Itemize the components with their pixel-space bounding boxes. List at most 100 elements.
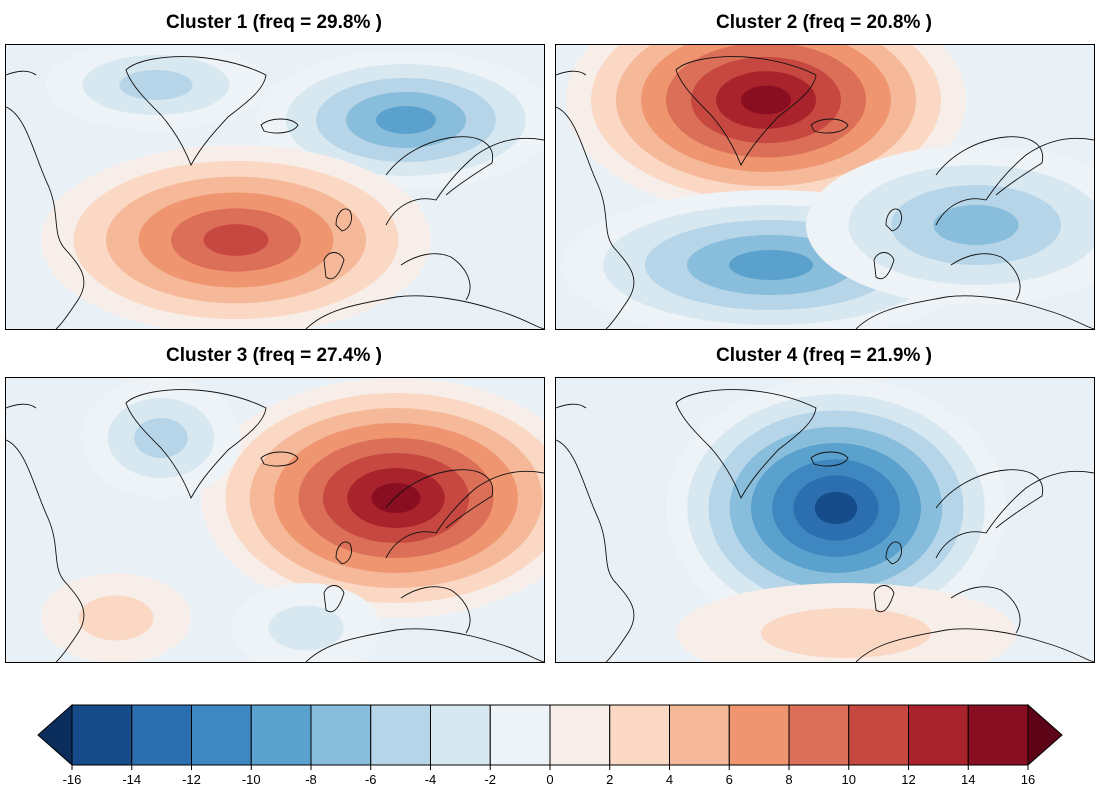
coastline-segment-6 (323, 252, 345, 280)
anomaly-iberia-west (231, 583, 381, 662)
anomaly-contour-west-of-greenland-3 (119, 70, 193, 100)
colorbar-bin-2 (131, 704, 192, 766)
coastline-segment-2 (556, 403, 587, 409)
coastline-segment-10 (950, 586, 1021, 634)
coastline-segment-8 (935, 470, 1094, 559)
coastline-segment-8 (385, 470, 544, 559)
anomaly-field (41, 378, 544, 662)
cluster-2-title: Cluster 2 (freq = 20.8% ) (716, 12, 932, 33)
anomaly-contour-subtropical-atlantic-west-2 (78, 595, 154, 641)
colorbar-bin-8 (489, 704, 551, 766)
coastline-segment-1 (556, 106, 635, 329)
colorbar-tick-label-6: -6 (365, 772, 377, 787)
coastline-segment-5 (335, 541, 353, 565)
coastline-segment-4 (810, 118, 849, 134)
coastline-segment-6 (873, 252, 895, 280)
coastline-segment-1 (6, 439, 85, 662)
coastlines (556, 389, 1094, 662)
anomaly-north-atlantic-scandinavia (256, 50, 544, 190)
cluster-3-map (5, 377, 545, 663)
anomaly-contour-east-atlantic-west-of-uk-8 (814, 491, 858, 525)
colorbar-bin-4 (250, 704, 312, 766)
colorbar-bin-6 (370, 704, 431, 766)
colorbar-bin-16 (967, 704, 1029, 766)
coastline-segment-1 (556, 439, 635, 662)
anomaly-field (561, 45, 1094, 329)
cluster-4-title: Cluster 4 (freq = 21.9% ) (716, 345, 932, 366)
colorbar-bin-10 (609, 704, 670, 766)
colorbar-tick-label-3: -12 (182, 772, 201, 787)
coastlines (6, 56, 544, 329)
coastline-segment-10 (950, 253, 1021, 301)
coastlines (556, 56, 1094, 329)
anomaly-contour-iberia-west-2 (268, 605, 344, 651)
coastline-segment-5 (885, 541, 903, 565)
colorbar-tick-label-10: 2 (606, 772, 613, 787)
coastline-segment-7 (855, 628, 1094, 662)
coastline-segment-10 (400, 586, 471, 634)
anomaly-subtropical-atlantic-azores (41, 145, 431, 329)
anomaly-europe (806, 145, 1094, 305)
coastline-segment-2 (6, 70, 37, 76)
coastline-segment-7 (305, 295, 544, 329)
anomaly-field (666, 378, 1016, 662)
colorbar-over-triangle (1027, 703, 1063, 767)
coastline-segment-5 (885, 208, 903, 232)
colorbar-bin-11 (669, 704, 730, 766)
anomaly-west-of-greenland (46, 45, 266, 130)
colorbar-tick-label-15: 12 (901, 772, 915, 787)
anomaly-contour-north-africa-2 (761, 608, 931, 658)
colorbar-tick-label-14: 10 (842, 772, 856, 787)
anomaly-subtropical-atlantic-west (41, 573, 191, 662)
cluster-2-map (555, 44, 1095, 330)
colorbar-tick-label-5: -8 (305, 772, 317, 787)
coastline-segment-8 (935, 137, 1094, 226)
coastline-segment-3 (675, 389, 817, 500)
coastline-segment-10 (400, 253, 471, 301)
colorbar-tick-label-17: 16 (1021, 772, 1035, 787)
cluster-4-map (555, 377, 1095, 663)
anomaly-contour-scandinavia-north-sea-8 (371, 483, 421, 513)
coastline-segment-2 (556, 70, 587, 76)
colorbar-bin-12 (728, 704, 790, 766)
coastline-segment-9 (385, 136, 494, 196)
coastline-segment-4 (260, 451, 299, 467)
colorbar-tick-label-13: 8 (785, 772, 792, 787)
anomaly-scandinavia-north-sea (201, 378, 544, 618)
coastline-segment-1 (6, 106, 85, 329)
coastline-segment-9 (935, 136, 1044, 196)
coastline-segment-9 (385, 469, 494, 529)
colorbar-tick-label-7: -4 (425, 772, 437, 787)
cluster-1-title: Cluster 1 (freq = 29.8% ) (166, 12, 382, 33)
colorbar-tick-label-9: 0 (546, 772, 553, 787)
anomaly-field (41, 45, 544, 329)
coastline-segment-9 (935, 469, 1044, 529)
coastline-segment-3 (125, 56, 267, 167)
anomaly-north-africa (676, 583, 1016, 662)
anomaly-labrador-sea (81, 378, 241, 498)
anomaly-contour-greenland-8 (741, 85, 791, 115)
anomaly-east-atlantic-west-of-uk (666, 378, 1006, 638)
coastline-segment-2 (6, 403, 37, 409)
colorbar-under-triangle (37, 703, 73, 767)
colorbar: -16 -14 -12 -10 -8 -6 -4 -2 0 2 4 6 8 10 12 14 16 (37, 703, 1063, 787)
anomaly-contour-subtropical-atlantic-azores-6 (203, 224, 269, 256)
coastlines (6, 389, 544, 662)
colorbar-tick-label-8: -2 (484, 772, 496, 787)
cluster-3-title: Cluster 3 (freq = 27.4% ) (166, 345, 382, 366)
anomaly-contour-north-atlantic-scandinavia-5 (376, 106, 436, 134)
colorbar-bin-1 (71, 704, 133, 766)
colorbar-tick-label-12: 6 (726, 772, 733, 787)
coastline-segment-6 (873, 585, 895, 613)
coastline-segment-5 (335, 208, 353, 232)
coastline-segment-7 (855, 295, 1094, 329)
anomaly-contour-labrador-sea-3 (134, 418, 188, 458)
colorbar-bin-3 (191, 704, 252, 766)
coastline-segment-3 (125, 389, 267, 500)
colorbar-bin-5 (310, 704, 372, 766)
coastline-segment-4 (810, 451, 849, 467)
coastline-segment-3 (675, 56, 817, 167)
coastline-segment-6 (323, 585, 345, 613)
coastline-segment-4 (260, 118, 299, 134)
colorbar-tick-label-2: -14 (122, 772, 141, 787)
